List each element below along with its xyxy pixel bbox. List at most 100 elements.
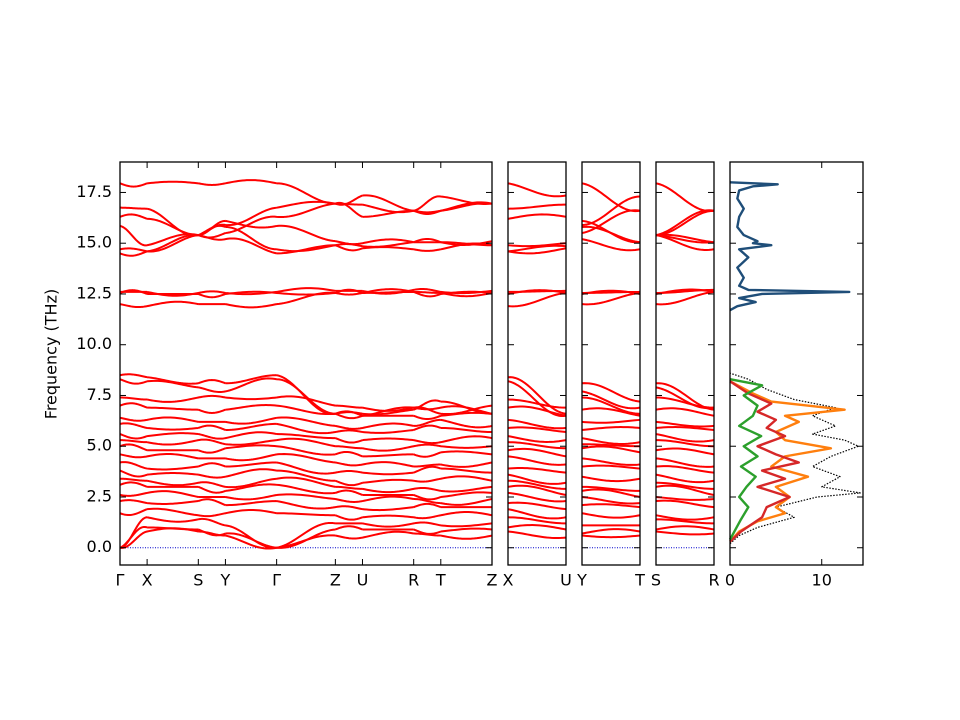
phonon-band: [655, 209, 715, 237]
phonon-band: [119, 179, 493, 214]
phonon-band: [655, 525, 715, 531]
phonon-band: [507, 508, 567, 520]
phonon-band: [581, 289, 641, 295]
band-lines: [507, 182, 567, 539]
x-tick-label: U: [560, 571, 572, 590]
phonon-band: [655, 234, 715, 244]
phonon-band: [581, 418, 641, 424]
band-lines: [119, 179, 493, 550]
phonon-band: [507, 182, 567, 198]
y-tick-label: 2.5: [87, 486, 112, 505]
phonon-band: [655, 514, 715, 521]
phonon-band: [655, 288, 715, 295]
dos-panel: 0 10: [725, 161, 864, 590]
x-tick-label: S: [193, 571, 203, 590]
phonon-band: [507, 484, 567, 496]
phonon-band: [119, 490, 493, 506]
phonon-band: [507, 380, 567, 418]
x-tick-label: Z: [487, 571, 498, 590]
phonon-band: [581, 238, 641, 252]
dos-frame: [729, 161, 864, 566]
phonon-band: [581, 291, 641, 306]
phonon-band: [655, 234, 715, 251]
y-tick-label: 12.5: [76, 283, 112, 302]
x-tick-label: Γ: [272, 571, 281, 590]
phonon-band: [119, 525, 493, 549]
phonon-band: [119, 498, 492, 512]
phonon-band: [507, 405, 567, 417]
phonon-band: [119, 437, 493, 452]
phonon-band: [119, 481, 493, 501]
phonon-band: [507, 447, 567, 458]
phonon-band: [655, 465, 715, 474]
phonon-band: [119, 527, 493, 550]
x-tick-label: Y: [220, 571, 231, 590]
x-tick-label: S: [651, 571, 661, 590]
phonon-band: [655, 499, 715, 509]
phonon-band: [655, 233, 715, 244]
phonon-band: [507, 467, 567, 474]
y-axis-label: Frequency (THz): [42, 289, 61, 419]
phonon-band: [655, 484, 715, 496]
x-tick-label: Y: [576, 571, 587, 590]
phonon-band: [581, 209, 641, 235]
phonon-band: [581, 503, 641, 509]
phonon-band: [581, 488, 641, 498]
phonon-band: [581, 457, 641, 466]
phonon-band: [581, 475, 641, 483]
phonon-band: [655, 290, 715, 306]
phonon-band: [507, 289, 567, 295]
phonon-band: [119, 443, 493, 458]
phonon-band: [655, 439, 715, 448]
x-tick-label: X: [503, 571, 514, 590]
panel-frame: [655, 161, 715, 566]
phonon-band: [655, 433, 715, 443]
phonon-band: [581, 407, 641, 417]
phonon-band: [119, 422, 493, 435]
phonon-band: [507, 242, 567, 248]
phonon-band: [119, 288, 493, 309]
dos-series-0: [729, 372, 861, 545]
phonon-band: [581, 426, 641, 431]
phonon-band: [655, 518, 715, 525]
phonon-band: [581, 485, 641, 492]
phonon-band: [507, 426, 567, 434]
phonon-band: [507, 516, 567, 525]
y-tick-label: 0.0: [87, 537, 112, 556]
x-tick-label: R: [408, 571, 419, 590]
phonon-band: [655, 382, 715, 411]
phonon-band: [581, 528, 641, 535]
phonon-band: [507, 291, 567, 308]
phonon-band: [581, 396, 641, 415]
band-lines: [581, 182, 641, 539]
phonon-band: [507, 418, 567, 430]
phonon-band: [655, 396, 715, 409]
phonon-band: [507, 244, 567, 253]
panel-frame: [119, 161, 493, 566]
phonon-band: [507, 524, 567, 531]
phonon-band: [119, 288, 493, 299]
phonon-band: [507, 501, 567, 511]
phonon-band: [120, 394, 493, 416]
phonon-band: [119, 224, 493, 253]
phonon-band: [581, 445, 641, 454]
phonon-band: [655, 481, 715, 490]
dos-x-tick-label: 0: [725, 571, 735, 590]
phonon-band: [581, 464, 641, 470]
phonon-band: [655, 426, 715, 431]
phonon-band: [120, 476, 493, 494]
phonon-band: [581, 495, 641, 505]
phonon-band: [507, 473, 567, 485]
phonon-band: [655, 447, 715, 456]
panel-frame: [581, 161, 641, 566]
phonon-band: [119, 219, 493, 247]
phonon-band: [119, 453, 493, 468]
phonon-band: [119, 461, 493, 476]
phonon-band: [119, 402, 493, 421]
phonon-band: [655, 182, 715, 213]
phonon-band: [581, 437, 641, 445]
y-tick-label: 5.0: [87, 436, 112, 455]
